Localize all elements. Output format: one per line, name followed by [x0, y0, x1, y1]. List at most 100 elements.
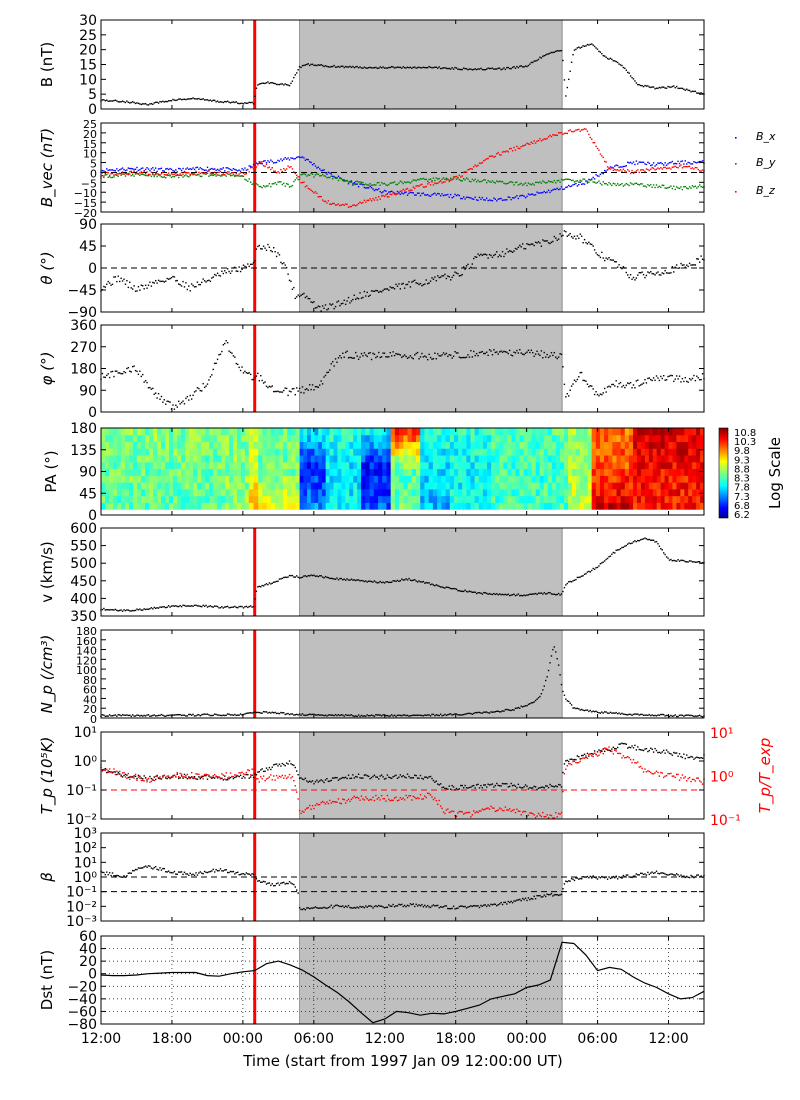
data-point	[488, 180, 491, 183]
heatmap-cell	[535, 502, 541, 510]
y-tick-label: 45	[79, 486, 97, 502]
heatmap-cell	[253, 475, 259, 483]
heatmap-cell	[416, 475, 421, 483]
data-point	[321, 173, 324, 176]
data-point	[399, 190, 402, 192]
heatmap-cell	[399, 502, 404, 510]
data-point	[278, 181, 281, 183]
heatmap-cell	[291, 428, 296, 436]
heatmap-cell	[390, 455, 396, 463]
data-point	[178, 98, 180, 100]
data-point	[206, 606, 209, 608]
data-point	[370, 184, 373, 187]
heatmap-cell	[424, 482, 430, 490]
heatmap-cell	[399, 488, 404, 497]
heatmap-cell	[692, 434, 697, 443]
data-point	[306, 185, 308, 187]
data-point	[419, 356, 422, 358]
data-point	[614, 183, 616, 185]
data-point	[206, 383, 209, 385]
heatmap-cell	[511, 495, 516, 503]
y-tick-label: 20	[83, 128, 97, 141]
data-point	[317, 386, 320, 388]
data-point	[385, 581, 387, 583]
data-point	[362, 580, 364, 582]
data-point	[435, 177, 438, 179]
data-point	[579, 576, 581, 578]
y-axis-label: θ (°)	[38, 251, 56, 284]
heatmap-cell	[495, 428, 500, 436]
data-point	[226, 100, 229, 102]
heatmap-cell	[571, 441, 577, 449]
heatmap-cell	[684, 468, 689, 476]
heatmap-cell	[253, 455, 259, 463]
heatmap-cell	[531, 448, 537, 456]
data-point	[593, 178, 596, 180]
heatmap-cell	[153, 448, 158, 456]
heatmap-cell	[386, 495, 392, 503]
data-point	[470, 167, 472, 170]
data-point	[560, 186, 563, 188]
heatmap-cell	[700, 448, 705, 456]
data-point	[601, 184, 603, 186]
data-point	[529, 183, 531, 185]
heatmap-cell	[153, 434, 158, 443]
data-point	[527, 64, 530, 67]
data-point	[119, 280, 121, 283]
heatmap-cell	[437, 502, 442, 510]
data-point	[579, 130, 581, 132]
data-point	[198, 605, 200, 607]
data-point	[186, 172, 189, 174]
data-point	[555, 356, 557, 358]
data-point	[268, 166, 271, 168]
shaded-interval	[299, 122, 563, 213]
data-point	[337, 579, 340, 581]
data-point	[298, 178, 301, 181]
heatmap-cell	[559, 488, 565, 497]
data-point	[416, 178, 419, 181]
heatmap-cell	[482, 461, 488, 470]
data-point	[421, 284, 423, 287]
data-point	[297, 176, 299, 178]
heatmap-cell	[432, 428, 438, 436]
data-point	[130, 170, 132, 172]
data-point	[439, 67, 442, 70]
heatmap-cell	[684, 502, 689, 510]
data-point	[424, 582, 426, 584]
heatmap-cell	[660, 441, 666, 449]
heatmap-cell	[543, 475, 549, 483]
data-point	[278, 83, 281, 86]
data-point	[516, 248, 518, 250]
data-point	[409, 191, 412, 194]
data-point	[373, 184, 376, 186]
heatmap-cell	[169, 502, 174, 510]
data-point	[424, 194, 426, 196]
data-point	[346, 300, 348, 302]
data-point	[490, 254, 492, 257]
data-point	[657, 377, 659, 379]
data-point	[244, 606, 246, 608]
heatmap-cell	[668, 488, 673, 497]
data-point	[252, 262, 255, 264]
heatmap-cell	[491, 475, 496, 483]
heatmap-cell	[295, 461, 301, 470]
data-point	[323, 65, 325, 68]
data-point	[391, 355, 393, 357]
data-point	[163, 170, 166, 172]
data-point	[532, 142, 534, 145]
data-point	[108, 714, 111, 716]
heatmap-cell	[291, 468, 296, 476]
heatmap-cell	[462, 502, 467, 510]
data-point	[588, 181, 590, 183]
heatmap-cell	[233, 461, 238, 470]
data-point	[569, 70, 571, 72]
heatmap-cell	[121, 488, 126, 497]
heatmap-cell	[640, 482, 646, 490]
data-point	[136, 171, 138, 173]
data-point	[418, 283, 420, 286]
heatmap-cell	[640, 475, 646, 483]
data-point	[428, 181, 430, 184]
data-point	[455, 588, 458, 590]
heatmap-cell	[378, 468, 383, 476]
data-point	[216, 174, 219, 176]
